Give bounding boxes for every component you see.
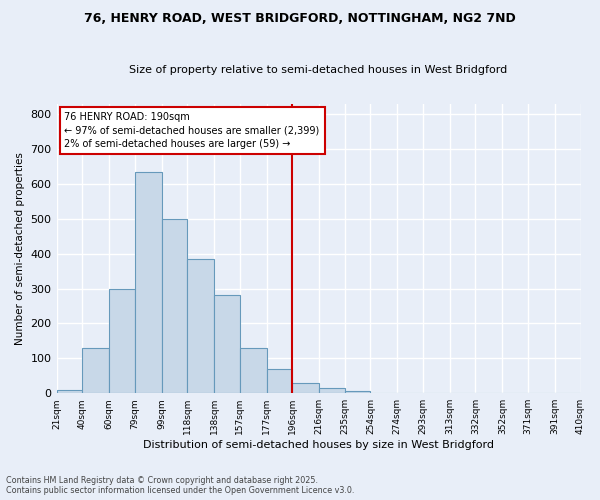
Bar [292,382,319,393]
Bar [134,172,161,393]
Bar [82,348,109,393]
Bar [266,369,292,393]
Bar [109,288,134,393]
Bar [345,392,370,393]
Bar [161,218,187,393]
Bar [56,390,82,393]
Bar [319,388,345,393]
X-axis label: Distribution of semi-detached houses by size in West Bridgford: Distribution of semi-detached houses by … [143,440,494,450]
Bar [370,392,397,393]
Text: 76, HENRY ROAD, WEST BRIDGFORD, NOTTINGHAM, NG2 7ND: 76, HENRY ROAD, WEST BRIDGFORD, NOTTINGH… [84,12,516,26]
Text: Contains HM Land Registry data © Crown copyright and database right 2025.
Contai: Contains HM Land Registry data © Crown c… [6,476,355,495]
Y-axis label: Number of semi-detached properties: Number of semi-detached properties [15,152,25,345]
Bar [187,259,214,393]
Bar [214,296,240,393]
Title: Size of property relative to semi-detached houses in West Bridgford: Size of property relative to semi-detach… [130,65,508,75]
Bar [240,348,266,393]
Text: 76 HENRY ROAD: 190sqm
← 97% of semi-detached houses are smaller (2,399)
2% of se: 76 HENRY ROAD: 190sqm ← 97% of semi-deta… [64,112,320,148]
